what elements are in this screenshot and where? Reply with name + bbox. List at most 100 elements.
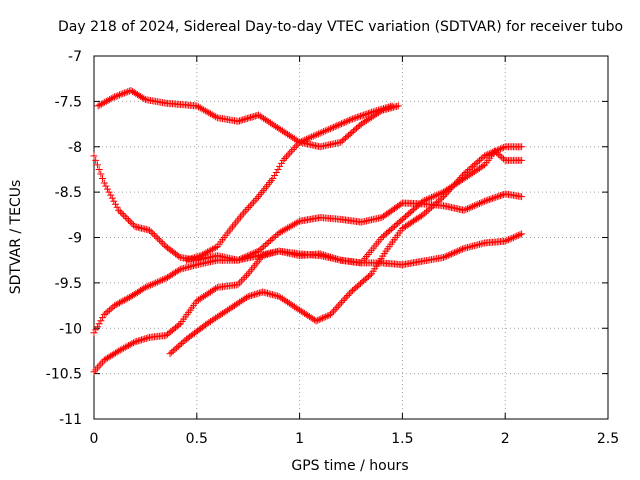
data-point [265,238,273,246]
data-point [187,255,195,263]
data-point [237,277,245,285]
data-point [242,294,250,302]
data-point [152,233,160,241]
data-point [493,193,501,201]
data-point [173,344,181,352]
data-point [255,289,263,297]
data-point [449,182,457,190]
data-point [186,255,194,263]
data-point [144,334,152,342]
data-point [434,190,442,198]
data-point [102,309,110,317]
data-point [266,237,274,245]
data-point [514,231,522,239]
data-point [441,191,449,199]
data-point [271,171,279,179]
data-point [330,307,338,315]
data-point [205,247,213,255]
data-point [436,196,444,204]
data-point [489,148,497,156]
data-point [312,317,320,325]
data-point [93,323,101,331]
data-point [97,170,105,178]
data-point [100,311,108,319]
data-point [458,245,466,253]
data-point [95,165,103,173]
data-point [178,339,186,347]
data-point [469,162,477,170]
data-point [469,202,477,210]
data-point [99,175,107,183]
data-point [197,252,205,260]
data-point [366,271,374,279]
data-point [369,108,377,116]
data-point [123,214,131,222]
data-point [149,230,157,238]
data-point [440,193,448,201]
data-point [353,113,361,121]
data-point [191,254,199,262]
data-point [192,253,200,261]
data-point [126,341,134,349]
data-point [438,194,446,202]
data-point [260,243,268,251]
data-point [141,335,149,343]
data-point [513,232,521,240]
data-point [274,165,282,173]
data-point [495,192,503,200]
data-point [160,241,168,249]
data-point [107,191,115,199]
data-point [297,137,305,145]
data-point [328,124,336,132]
data-point [374,106,382,114]
data-point [331,305,339,313]
data-point [103,185,111,193]
data-point [199,251,207,259]
data-point [326,125,334,133]
data-point [349,115,357,123]
data-point [115,206,123,214]
data-point [114,300,122,308]
data-point [500,143,508,151]
data-point [134,337,142,345]
data-point [333,304,341,312]
data-point [355,113,363,121]
data-point [419,197,427,205]
data-point [243,205,251,213]
data-point [336,300,344,308]
data-point [366,109,374,117]
data-point [428,203,436,211]
data-point [498,191,506,199]
series-track-5 [166,143,526,358]
data-point [99,314,107,322]
data-point [426,194,434,202]
data-point [212,285,220,293]
data-point [315,316,323,324]
data-point [102,182,110,190]
data-point [152,279,160,287]
data-point [421,209,429,217]
data-point [147,281,155,289]
data-point [157,238,165,246]
data-point [254,289,262,297]
data-point [120,89,128,97]
data-point [485,196,493,204]
data-point [129,339,137,347]
data-point [212,113,220,121]
ticks [93,55,609,420]
data-point [444,187,452,195]
data-point [239,254,247,262]
data-point [455,246,463,254]
data-point [334,302,342,310]
y-tick-label: -10 [59,321,82,337]
data-point [501,237,509,245]
data-point [476,156,483,164]
data-point [241,273,249,281]
data-point [175,321,183,329]
data-point [250,198,258,206]
data-point [477,199,485,207]
data-point [509,234,517,241]
data-point [123,342,131,350]
data-point [241,207,249,215]
data-point [433,191,441,199]
